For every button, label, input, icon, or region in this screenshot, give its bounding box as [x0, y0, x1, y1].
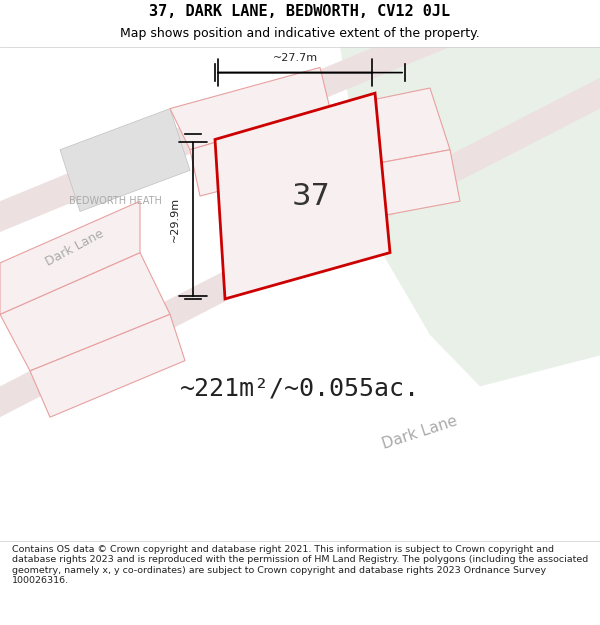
Polygon shape — [30, 314, 185, 418]
Text: ~29.9m: ~29.9m — [170, 197, 180, 242]
Polygon shape — [0, 253, 170, 371]
Text: Dark Lane: Dark Lane — [380, 413, 460, 452]
Text: Contains OS data © Crown copyright and database right 2021. This information is : Contains OS data © Crown copyright and d… — [12, 545, 588, 585]
Polygon shape — [215, 93, 390, 299]
Text: 37, DARK LANE, BEDWORTH, CV12 0JL: 37, DARK LANE, BEDWORTH, CV12 0JL — [149, 4, 451, 19]
Polygon shape — [60, 109, 190, 211]
Polygon shape — [330, 88, 450, 170]
Text: ~27.7m: ~27.7m — [272, 53, 317, 63]
Polygon shape — [0, 78, 600, 418]
Text: 37: 37 — [292, 181, 331, 211]
Text: Dark Lane: Dark Lane — [44, 227, 106, 268]
Polygon shape — [190, 109, 340, 196]
Text: ~221m²/~0.055ac.: ~221m²/~0.055ac. — [180, 376, 420, 401]
Polygon shape — [340, 47, 600, 386]
Polygon shape — [0, 0, 600, 232]
Polygon shape — [340, 150, 460, 222]
Text: BEDWORTH HEATH: BEDWORTH HEATH — [68, 196, 161, 206]
Polygon shape — [170, 68, 330, 150]
Text: Map shows position and indicative extent of the property.: Map shows position and indicative extent… — [120, 28, 480, 40]
Polygon shape — [0, 201, 140, 314]
